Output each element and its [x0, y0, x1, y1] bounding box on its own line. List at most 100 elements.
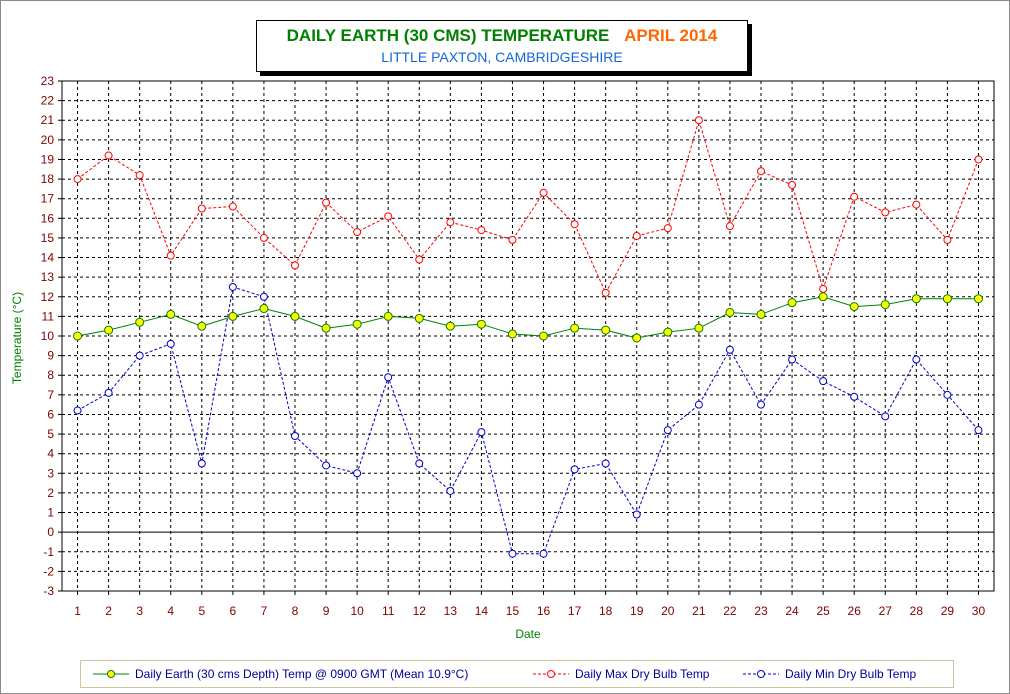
- data-point-earth: [911, 294, 921, 304]
- data-point-max: [415, 255, 424, 264]
- data-point-max: [663, 224, 672, 233]
- legend: Daily Earth (30 cms Depth) Temp @ 0900 G…: [80, 660, 954, 688]
- y-tick-label: 20: [41, 133, 55, 147]
- data-point-min: [446, 486, 455, 495]
- data-point-earth: [663, 327, 673, 337]
- y-tick-label: 0: [47, 525, 54, 539]
- data-point-max: [508, 235, 517, 244]
- data-point-max: [228, 202, 237, 211]
- x-tick-label: 24: [785, 604, 799, 618]
- y-tick-label: 9: [47, 349, 54, 363]
- data-point-max: [974, 155, 983, 164]
- data-point-earth: [973, 294, 983, 304]
- data-point-earth: [259, 304, 269, 314]
- data-point-min: [197, 459, 206, 468]
- x-axis-title: Date: [515, 627, 541, 641]
- legend-item-earth: Daily Earth (30 cms Depth) Temp @ 0900 G…: [93, 661, 468, 687]
- data-point-max: [477, 226, 486, 235]
- series-layer: [73, 116, 983, 558]
- data-point-earth: [725, 307, 735, 317]
- data-point-min: [663, 426, 672, 435]
- data-point-max: [104, 151, 113, 160]
- y-tick-label: 3: [47, 466, 54, 480]
- x-tick-label: 18: [599, 604, 613, 618]
- data-point-earth: [228, 311, 238, 321]
- data-point-max: [943, 235, 952, 244]
- data-point-max: [881, 208, 890, 217]
- data-point-earth: [694, 323, 704, 333]
- y-tick-label: 8: [47, 368, 54, 382]
- data-point-earth: [166, 309, 176, 319]
- axis-layer: -3-2-10123456789101112131415161718192021…: [41, 74, 995, 618]
- data-point-earth: [476, 319, 486, 329]
- data-point-max: [850, 192, 859, 201]
- y-tick-label: 1: [47, 506, 54, 520]
- data-point-min: [291, 432, 299, 441]
- data-point-earth: [290, 311, 300, 321]
- data-point-min: [539, 549, 548, 558]
- data-point-earth: [849, 302, 859, 312]
- data-point-earth: [570, 323, 580, 333]
- data-point-max: [73, 175, 82, 184]
- y-tick-label: 10: [41, 329, 55, 343]
- data-point-max: [788, 180, 797, 189]
- y-tick-label: 22: [41, 94, 55, 108]
- y-tick-label: 15: [41, 231, 55, 245]
- legend-max-symbol: [533, 670, 569, 678]
- data-point-max: [446, 218, 455, 227]
- data-point-earth: [383, 311, 393, 321]
- x-tick-label: 14: [475, 604, 489, 618]
- data-point-max: [166, 251, 175, 260]
- data-point-min: [974, 426, 983, 435]
- y-tick-label: 6: [47, 407, 54, 421]
- x-tick-label: 1: [74, 604, 81, 618]
- data-point-min: [322, 461, 331, 470]
- chart-title-box: DAILY EARTH (30 CMS) TEMPERATURE APRIL 2…: [256, 20, 748, 72]
- data-point-earth: [880, 300, 890, 310]
- x-tick-label: 10: [350, 604, 364, 618]
- data-point-max: [601, 288, 610, 297]
- x-tick-label: 21: [692, 604, 706, 618]
- data-point-earth: [601, 325, 611, 335]
- data-point-max: [632, 231, 641, 240]
- y-tick-label: 23: [41, 74, 55, 88]
- data-point-min: [881, 412, 890, 421]
- data-point-max: [539, 188, 548, 197]
- data-point-min: [104, 388, 113, 397]
- data-point-min: [259, 292, 268, 301]
- y-tick-label: 14: [41, 251, 55, 265]
- x-tick-label: 5: [198, 604, 205, 618]
- series-line-earth: [77, 296, 979, 339]
- data-point-max: [570, 220, 579, 229]
- data-point-min: [632, 510, 641, 519]
- legend-item-max: Daily Max Dry Bulb Temp: [533, 661, 709, 687]
- chart-title-month: APRIL 2014: [624, 26, 718, 45]
- data-point-min: [508, 549, 517, 558]
- data-point-min: [570, 465, 579, 474]
- data-point-max: [912, 200, 921, 209]
- data-point-max: [259, 233, 268, 242]
- y-tick-label: -2: [43, 564, 54, 578]
- y-tick-label: 4: [47, 447, 54, 461]
- x-tick-label: 7: [261, 604, 268, 618]
- legend-earth-symbol: [93, 670, 129, 678]
- legend-item-min: Daily Min Dry Bulb Temp: [743, 661, 916, 687]
- x-tick-label: 2: [105, 604, 112, 618]
- data-point-earth: [104, 325, 114, 335]
- data-point-earth: [507, 329, 517, 339]
- data-point-min: [819, 377, 828, 386]
- data-point-max: [694, 116, 703, 125]
- data-point-earth: [73, 331, 83, 341]
- data-point-max: [757, 167, 765, 176]
- x-tick-label: 22: [723, 604, 737, 618]
- legend-min-label: Daily Min Dry Bulb Temp: [785, 667, 917, 681]
- data-point-min: [477, 428, 486, 437]
- data-point-earth: [135, 317, 145, 327]
- data-point-earth: [197, 321, 207, 331]
- data-point-max: [384, 212, 393, 221]
- x-tick-label: 13: [444, 604, 458, 618]
- y-tick-label: 18: [41, 172, 55, 186]
- x-tick-label: 30: [972, 604, 986, 618]
- legend-max-label: Daily Max Dry Bulb Temp: [575, 667, 710, 681]
